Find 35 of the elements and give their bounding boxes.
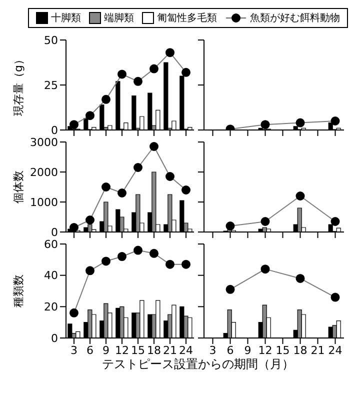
legend-label: 端脚類 [104,12,134,25]
y-axis-title: 現存量（g） [12,54,25,116]
x-axis-title: テストピース設置からの期間（月） [101,356,295,373]
x-tick-label: 12 [115,344,129,357]
y-tick-label: 0 [51,332,58,345]
y-tick-label: 0 [51,226,58,239]
y-tick-label: 50 [44,34,58,47]
y-tick-label: 25 [44,78,58,92]
x-tick-label: 15 [276,344,290,357]
x-tick-label: 21 [310,344,325,357]
x-tick-label: 15 [131,344,145,357]
legend-label: 魚類が好む餌料動物 [250,12,340,25]
x-tick-label: 3 [70,344,78,357]
y-tick-label: 0 [51,124,58,137]
y-tick-label: 20 [44,300,58,314]
y-tick-label: 40 [44,269,58,282]
x-tick-label: 18 [293,344,308,357]
x-tick-label: 9 [244,344,252,357]
y-tick-label: 2000 [30,166,58,179]
legend-label: 匍匐性多毛類 [157,12,217,25]
x-tick-label: 24 [328,344,342,357]
y-tick-label: 3000 [30,136,58,149]
x-tick-label: 12 [258,344,272,357]
x-tick-label: 21 [163,344,177,357]
x-tick-label: 9 [102,344,110,357]
y-axis-title: 種類数 [12,274,25,308]
legend-label: 十脚類 [51,12,81,25]
y-tick-label: 1000 [30,196,58,209]
x-tick-label: 6 [226,344,234,357]
y-tick-label: 60 [44,238,58,251]
x-tick-label: 6 [86,344,94,357]
x-tick-label: 24 [179,344,193,357]
x-tick-label: 3 [209,344,216,357]
x-tick-label: 18 [147,344,161,357]
y-axis-title: 個体数 [12,170,25,204]
